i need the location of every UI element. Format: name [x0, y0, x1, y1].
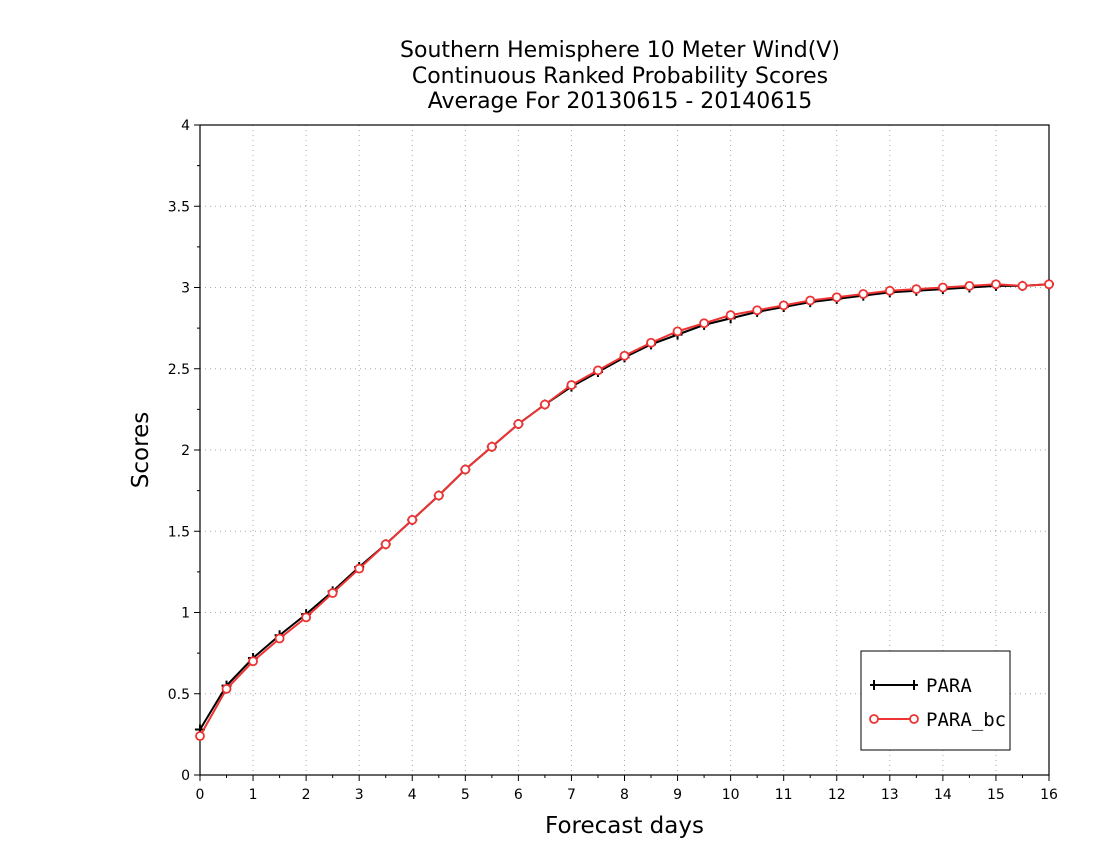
data-point-para-bc — [646, 337, 656, 348]
x-tick-label: 14 — [934, 787, 952, 803]
y-tick-label: 1.5 — [168, 524, 190, 540]
data-point-para-bc — [593, 365, 603, 376]
chart-title-line-3: Average For 20130615 - 20140615 — [428, 89, 813, 114]
data-point-para-bc — [327, 588, 338, 598]
data-point-para-bc — [274, 633, 285, 644]
data-point-para-bc — [805, 295, 816, 306]
x-tick-label: 2 — [302, 787, 311, 803]
legend-label: PARA — [926, 675, 972, 697]
data-point-para-bc — [380, 539, 391, 550]
x-tick-label: 1 — [249, 787, 258, 803]
data-point-para-bc — [486, 441, 497, 452]
legend: PARA PARA_bc — [860, 650, 1011, 751]
data-point-para-bc — [858, 289, 869, 299]
data-point-para-bc — [699, 318, 709, 329]
data-point-para-bc — [433, 490, 444, 501]
data-point-para-bc — [725, 310, 736, 321]
x-tick-label: 16 — [1040, 787, 1058, 803]
y-tick-label: 2.5 — [168, 362, 190, 378]
legend-box — [860, 650, 1011, 751]
x-tick-label: 4 — [408, 787, 417, 803]
chart-title-line-2: Continuous Ranked Probability Scores — [412, 64, 828, 89]
data-point-para-bc — [513, 419, 524, 429]
data-point-para-bc — [911, 284, 922, 295]
x-tick-label: 8 — [620, 787, 629, 803]
chart-title-line-1: Southern Hemisphere 10 Meter Wind(V) — [400, 38, 840, 63]
data-point-para-bc — [540, 399, 550, 410]
x-tick-label: 10 — [722, 787, 740, 803]
y-tick-label: 0.5 — [168, 687, 190, 703]
x-tick-label: 7 — [567, 787, 576, 803]
data-point-para-bc — [301, 612, 312, 623]
x-tick-label: 0 — [196, 787, 205, 803]
data-point-para-bc — [566, 380, 577, 390]
data-point-para-bc — [195, 731, 205, 741]
x-tick-label: 11 — [775, 787, 793, 803]
legend-label: PARA_bc — [926, 709, 1006, 731]
y-tick-label: 3 — [181, 281, 190, 297]
grid-layer — [200, 125, 1049, 775]
y-tick-label: 3.5 — [168, 199, 190, 215]
y-tick-label: 0 — [181, 768, 190, 784]
data-point-para-bc — [752, 305, 763, 316]
data-point-para-bc — [884, 285, 895, 296]
tick-layer: 0 1 2 3 4 5 6 7 8 9 10 11 12 13 14 15 1600.511.522.533.5… — [168, 118, 1058, 803]
data-point-para-bc — [619, 350, 630, 361]
x-tick-label: 13 — [881, 787, 899, 803]
data-point-para-bc — [221, 683, 232, 694]
data-point-para-bc — [964, 280, 975, 291]
y-tick-label: 4 — [181, 118, 190, 134]
x-tick-label: 6 — [514, 787, 523, 803]
x-tick-label: 3 — [355, 787, 364, 803]
x-tick-label: 9 — [673, 787, 682, 803]
data-point-para-bc — [1017, 280, 1028, 291]
data-point-para-bc — [831, 292, 842, 303]
data-point-para-bc — [672, 326, 683, 337]
data-point-para-bc — [460, 464, 471, 475]
data-point-para-bc — [407, 514, 418, 525]
legend-marker — [909, 714, 919, 724]
x-tick-label: 15 — [987, 787, 1005, 803]
x-tick-label: 12 — [828, 787, 846, 803]
x-axis-label: Forecast days — [545, 813, 704, 839]
legend-marker — [869, 714, 879, 724]
data-point-para-bc — [354, 563, 365, 574]
data-point-para-bc — [778, 300, 789, 311]
y-axis-label: Scores — [128, 412, 154, 488]
data-point-para-bc — [1044, 279, 1054, 290]
data-point-para-bc — [937, 282, 948, 293]
y-tick-label: 2 — [181, 443, 190, 459]
y-tick-label: 1 — [181, 606, 190, 622]
x-tick-label: 5 — [461, 787, 470, 803]
series-layer — [195, 279, 1054, 741]
data-point-para-bc — [991, 279, 1001, 290]
data-point-para-bc — [248, 656, 258, 667]
